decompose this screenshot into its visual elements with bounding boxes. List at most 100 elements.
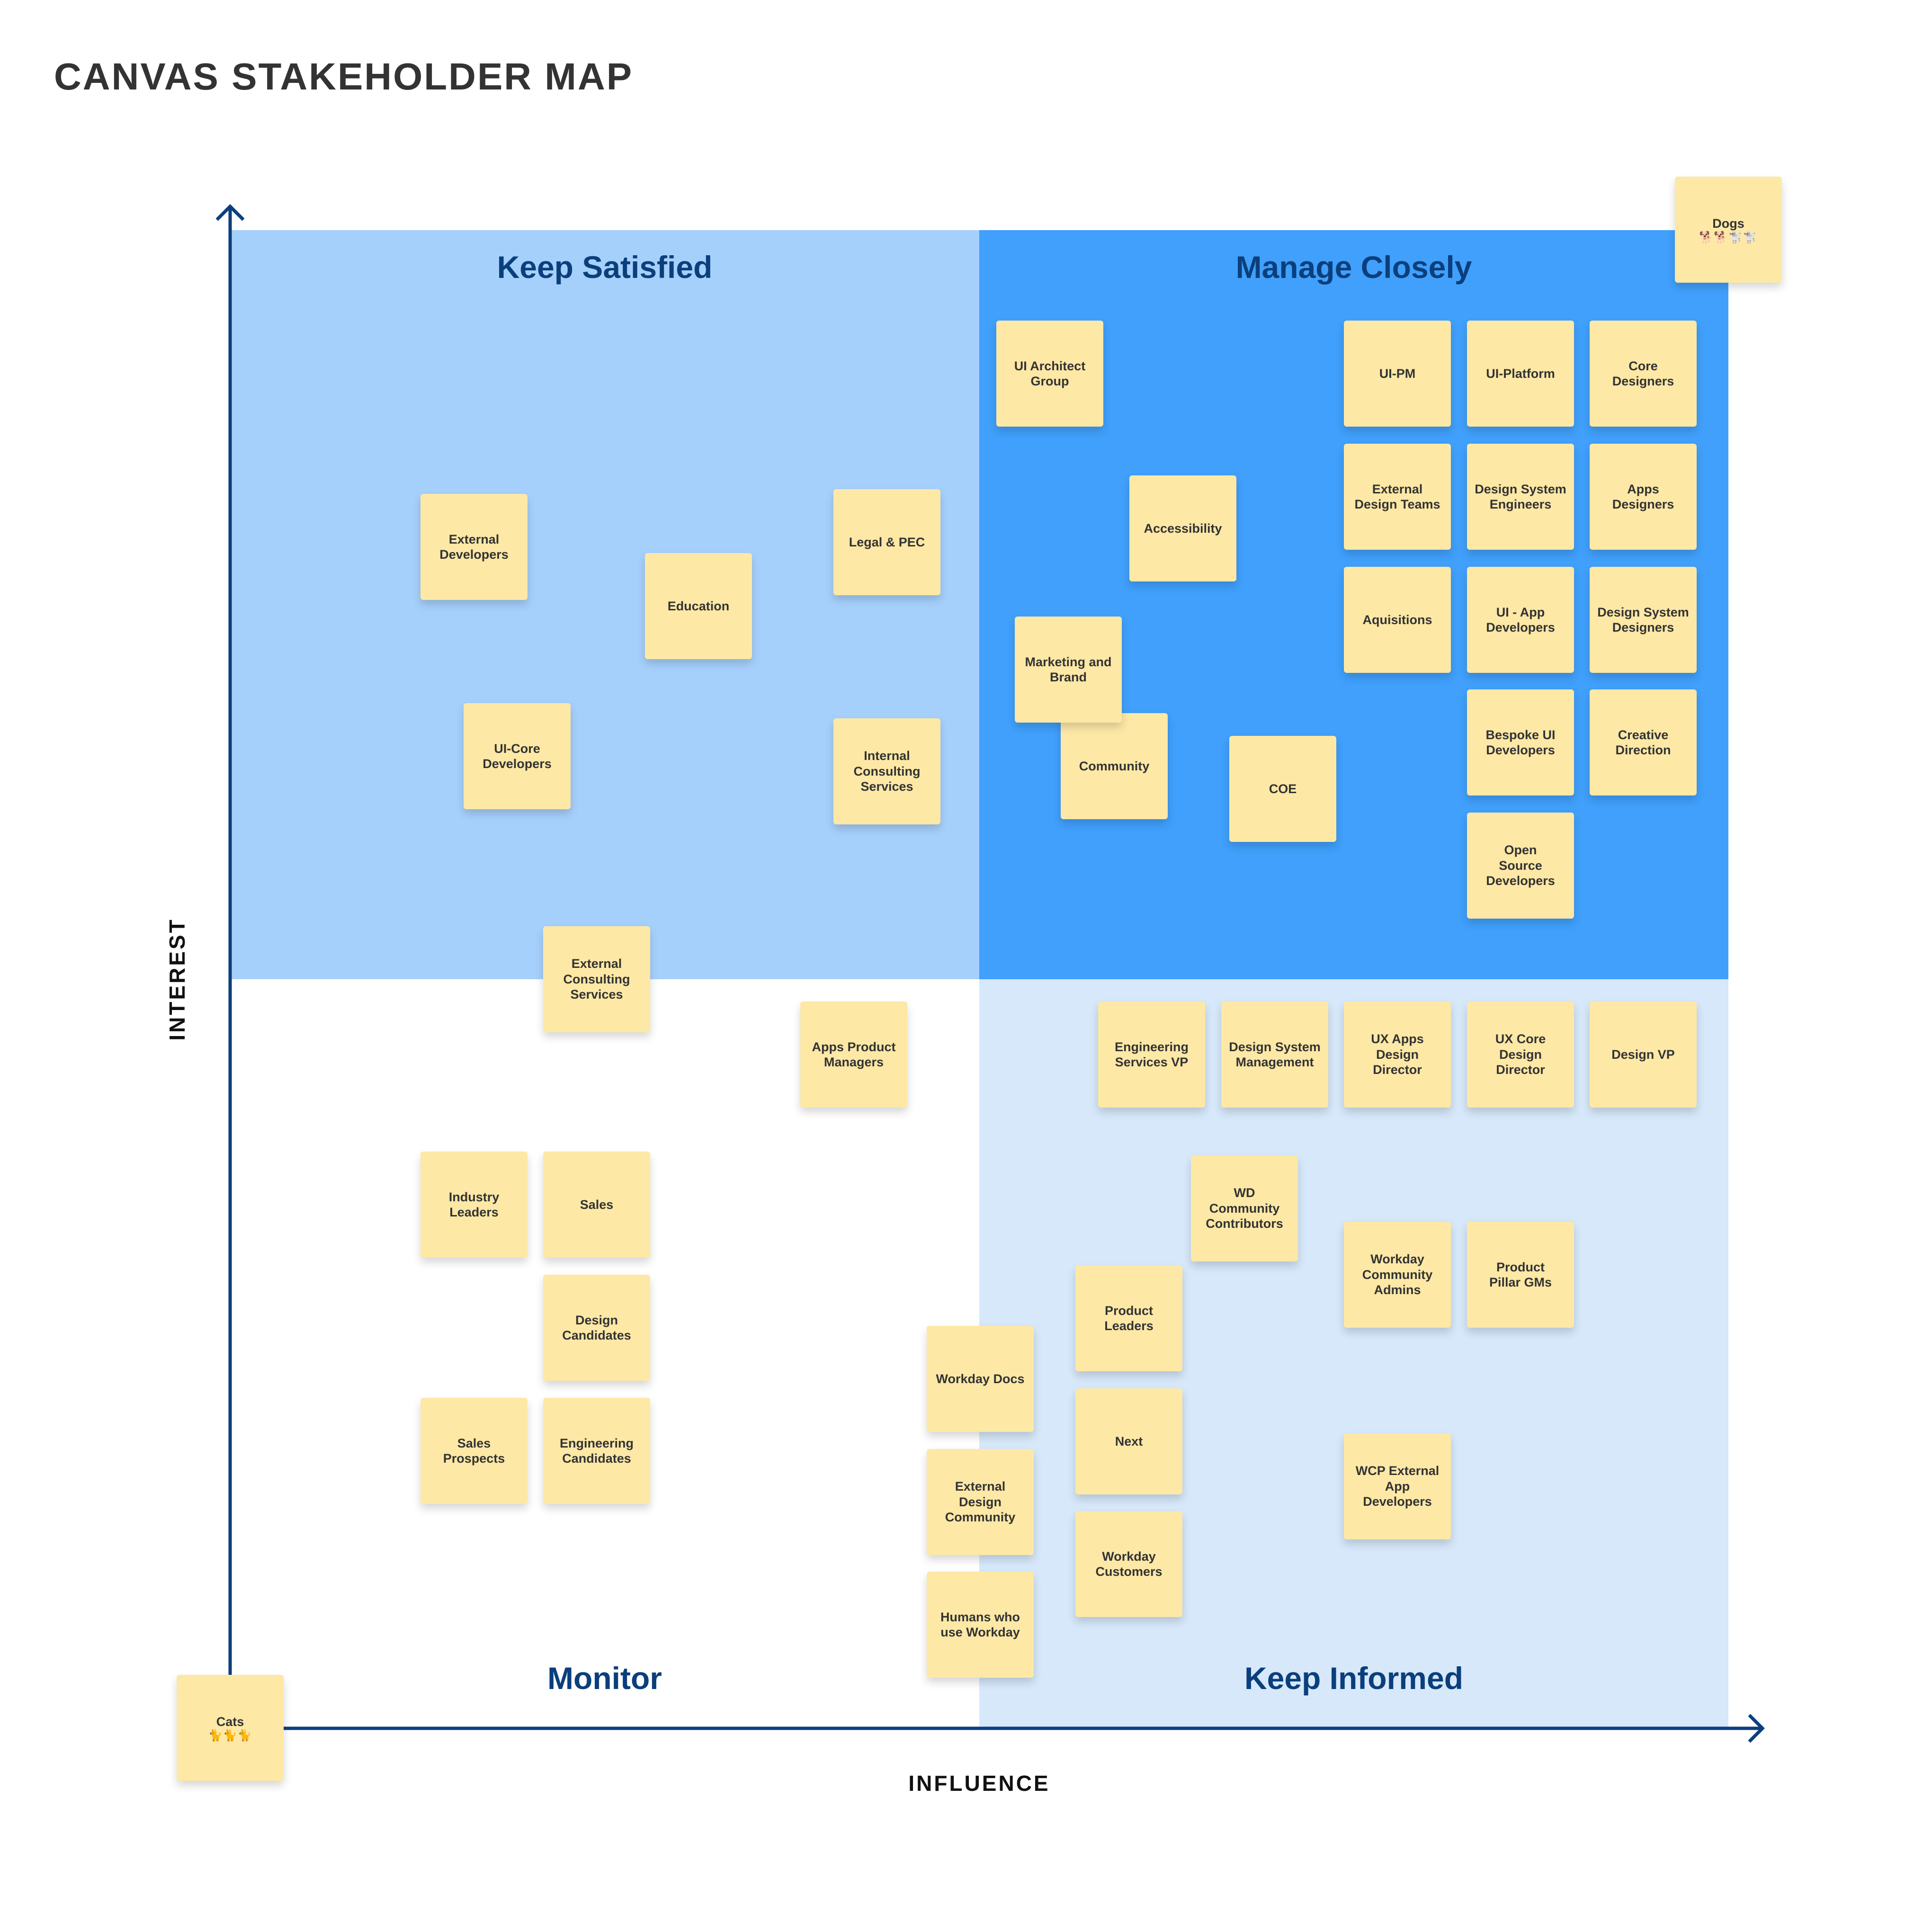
sticky-note-external-developers[interactable]: External Developers xyxy=(420,494,528,600)
sticky-note-external-design-community[interactable]: External Design Community xyxy=(927,1449,1034,1555)
sticky-note-label: UI - App Developers xyxy=(1486,605,1555,635)
sticky-note-community[interactable]: Community xyxy=(1061,713,1168,819)
sticky-note-label: Education xyxy=(667,599,730,613)
sticky-note-engineering-candidates[interactable]: Engineering Candidates xyxy=(543,1398,650,1504)
sticky-note-aquisitions[interactable]: Aquisitions xyxy=(1344,567,1451,673)
sticky-note-product-leaders[interactable]: Product Leaders xyxy=(1075,1265,1182,1371)
sticky-note-cats[interactable]: Cats 🐈🐈🐈 xyxy=(177,1675,284,1781)
sticky-note-label: Bespoke UI Developers xyxy=(1485,727,1556,757)
sticky-note-label: Product Leaders xyxy=(1104,1303,1154,1333)
sticky-note-workday-community-admins[interactable]: Workday Community Admins xyxy=(1344,1222,1451,1328)
sticky-note-label: Dogs xyxy=(1712,216,1744,231)
quadrant-keep-satisfied: Keep Satisfied xyxy=(230,230,979,979)
sticky-note-label: UI-Platform xyxy=(1486,366,1555,381)
sticky-note-label: Next xyxy=(1115,1434,1143,1448)
sticky-note-label: External Design Teams xyxy=(1354,482,1440,511)
sticky-note-ux-apps-design-director[interactable]: UX Apps Design Director xyxy=(1344,1001,1451,1108)
quadrant-label-manage-closely: Manage Closely xyxy=(1235,250,1472,285)
sticky-note-apps-designers[interactable]: Apps Designers xyxy=(1590,444,1697,550)
sticky-note-label: External Consulting Services xyxy=(563,957,630,1002)
dogs-emoji: 🐕🐕🐩🐩 xyxy=(1699,231,1758,244)
sticky-note-workday-customers[interactable]: Workday Customers xyxy=(1075,1511,1182,1617)
quadrant-label-monitor: Monitor xyxy=(547,1661,662,1696)
sticky-note-legal-pec[interactable]: Legal & PEC xyxy=(833,489,940,595)
sticky-note-product-pillar-gms[interactable]: Product Pillar GMs xyxy=(1467,1222,1574,1328)
sticky-note-label: Engineering Candidates xyxy=(559,1436,634,1466)
sticky-note-ui-architect-group[interactable]: UI Architect Group xyxy=(996,321,1103,427)
sticky-note-label: Workday Customers xyxy=(1095,1549,1163,1579)
sticky-note-label: Sales Prospects xyxy=(443,1436,505,1466)
sticky-note-apps-product-managers[interactable]: Apps Product Managers xyxy=(800,1001,907,1108)
sticky-note-label: WCP External App Developers xyxy=(1355,1464,1440,1509)
sticky-note-label: Sales xyxy=(580,1197,614,1212)
sticky-note-design-vp[interactable]: Design VP xyxy=(1590,1001,1697,1108)
sticky-note-wcp-external-app-developers[interactable]: WCP External App Developers xyxy=(1344,1433,1451,1539)
sticky-note-open-source-developers[interactable]: Open Source Developers xyxy=(1467,813,1574,919)
sticky-note-label: Design System Management xyxy=(1229,1039,1321,1069)
quadrant-label-keep-informed: Keep Informed xyxy=(1244,1661,1464,1696)
sticky-note-accessibility[interactable]: Accessibility xyxy=(1129,475,1236,581)
sticky-note-external-consulting-services[interactable]: External Consulting Services xyxy=(543,926,650,1032)
sticky-note-label: Industry Leaders xyxy=(448,1189,500,1219)
sticky-note-ui-pm[interactable]: UI-PM xyxy=(1344,321,1451,427)
quadrant-label-keep-satisfied: Keep Satisfied xyxy=(497,250,713,285)
sticky-note-design-system-designers[interactable]: Design System Designers xyxy=(1590,567,1697,673)
sticky-note-label: Core Designers xyxy=(1612,358,1674,388)
sticky-note-engineering-services-vp[interactable]: Engineering Services VP xyxy=(1098,1001,1205,1108)
sticky-note-design-system-management[interactable]: Design System Management xyxy=(1221,1001,1328,1108)
sticky-note-wd-community-contributors[interactable]: WD Community Contributors xyxy=(1191,1155,1298,1261)
sticky-note-label: COE xyxy=(1269,781,1297,796)
sticky-note-marketing-and-brand[interactable]: Marketing and Brand xyxy=(1015,617,1122,723)
sticky-note-humans-who-use-workday[interactable]: Humans who use Workday xyxy=(927,1572,1034,1678)
x-axis-arrow xyxy=(1748,1714,1765,1743)
sticky-note-label: Legal & PEC xyxy=(849,535,925,549)
sticky-note-label: UI Architect Group xyxy=(1014,358,1086,388)
sticky-note-label: Design System Designers xyxy=(1597,605,1689,635)
sticky-note-coe[interactable]: COE xyxy=(1229,736,1336,842)
sticky-note-label: External Developers xyxy=(439,532,509,562)
sticky-note-ui-platform[interactable]: UI-Platform xyxy=(1467,321,1574,427)
sticky-note-core-designers[interactable]: Core Designers xyxy=(1590,321,1697,427)
sticky-note-workday-docs[interactable]: Workday Docs xyxy=(927,1326,1034,1432)
sticky-note-label: Cats xyxy=(216,1714,244,1729)
sticky-note-label: Design Candidates xyxy=(562,1313,631,1342)
sticky-note-bespoke-ui-developers[interactable]: Bespoke UI Developers xyxy=(1467,689,1574,796)
x-axis-label: INFLUENCE xyxy=(908,1771,1050,1796)
sticky-note-label: Design System Engineers xyxy=(1475,482,1566,511)
sticky-note-ui-app-developers[interactable]: UI - App Developers xyxy=(1467,567,1574,673)
sticky-note-label: External Design Community xyxy=(945,1479,1016,1525)
sticky-note-ux-core-design-director[interactable]: UX Core Design Director xyxy=(1467,1001,1574,1108)
sticky-note-design-system-engineers[interactable]: Design System Engineers xyxy=(1467,444,1574,550)
sticky-note-label: Apps Designers xyxy=(1612,482,1674,511)
sticky-note-label: UI-PM xyxy=(1379,366,1416,381)
sticky-note-label: Open Source Developers xyxy=(1486,843,1555,888)
sticky-note-next[interactable]: Next xyxy=(1075,1388,1182,1494)
y-axis-label: INTEREST xyxy=(165,918,189,1041)
sticky-note-sales[interactable]: Sales xyxy=(543,1152,650,1258)
sticky-note-education[interactable]: Education xyxy=(645,553,752,659)
sticky-note-label: Apps Product Managers xyxy=(812,1039,896,1069)
sticky-note-label: Product Pillar GMs xyxy=(1489,1260,1552,1289)
sticky-note-label: Engineering Services VP xyxy=(1114,1039,1189,1069)
sticky-note-label: Creative Direction xyxy=(1615,727,1671,757)
sticky-note-ui-core-developers[interactable]: UI-Core Developers xyxy=(464,703,571,809)
y-axis-arrow xyxy=(215,204,245,221)
sticky-note-label: Marketing and Brand xyxy=(1025,654,1112,684)
sticky-note-industry-leaders[interactable]: Industry Leaders xyxy=(420,1152,528,1258)
cats-emoji: 🐈🐈🐈 xyxy=(208,1729,252,1742)
sticky-note-label: Aquisitions xyxy=(1362,612,1432,627)
sticky-note-label: UI-Core Developers xyxy=(483,741,552,771)
sticky-note-sales-prospects[interactable]: Sales Prospects xyxy=(420,1398,528,1504)
sticky-note-creative-direction[interactable]: Creative Direction xyxy=(1590,689,1697,796)
sticky-note-label: Community xyxy=(1079,759,1150,773)
sticky-note-label: Workday Docs xyxy=(936,1371,1025,1386)
sticky-note-design-candidates[interactable]: Design Candidates xyxy=(543,1275,650,1381)
sticky-note-label: UX Apps Design Director xyxy=(1371,1032,1424,1077)
sticky-note-dogs[interactable]: Dogs 🐕🐕🐩🐩 xyxy=(1675,177,1782,283)
sticky-note-internal-consulting-services[interactable]: Internal Consulting Services xyxy=(833,718,940,824)
page-title: CANVAS STAKEHOLDER MAP xyxy=(54,55,634,98)
sticky-note-label: Accessibility xyxy=(1144,521,1222,536)
sticky-note-label: UX Core Design Director xyxy=(1495,1032,1546,1077)
sticky-note-external-design-teams[interactable]: External Design Teams xyxy=(1344,444,1451,550)
